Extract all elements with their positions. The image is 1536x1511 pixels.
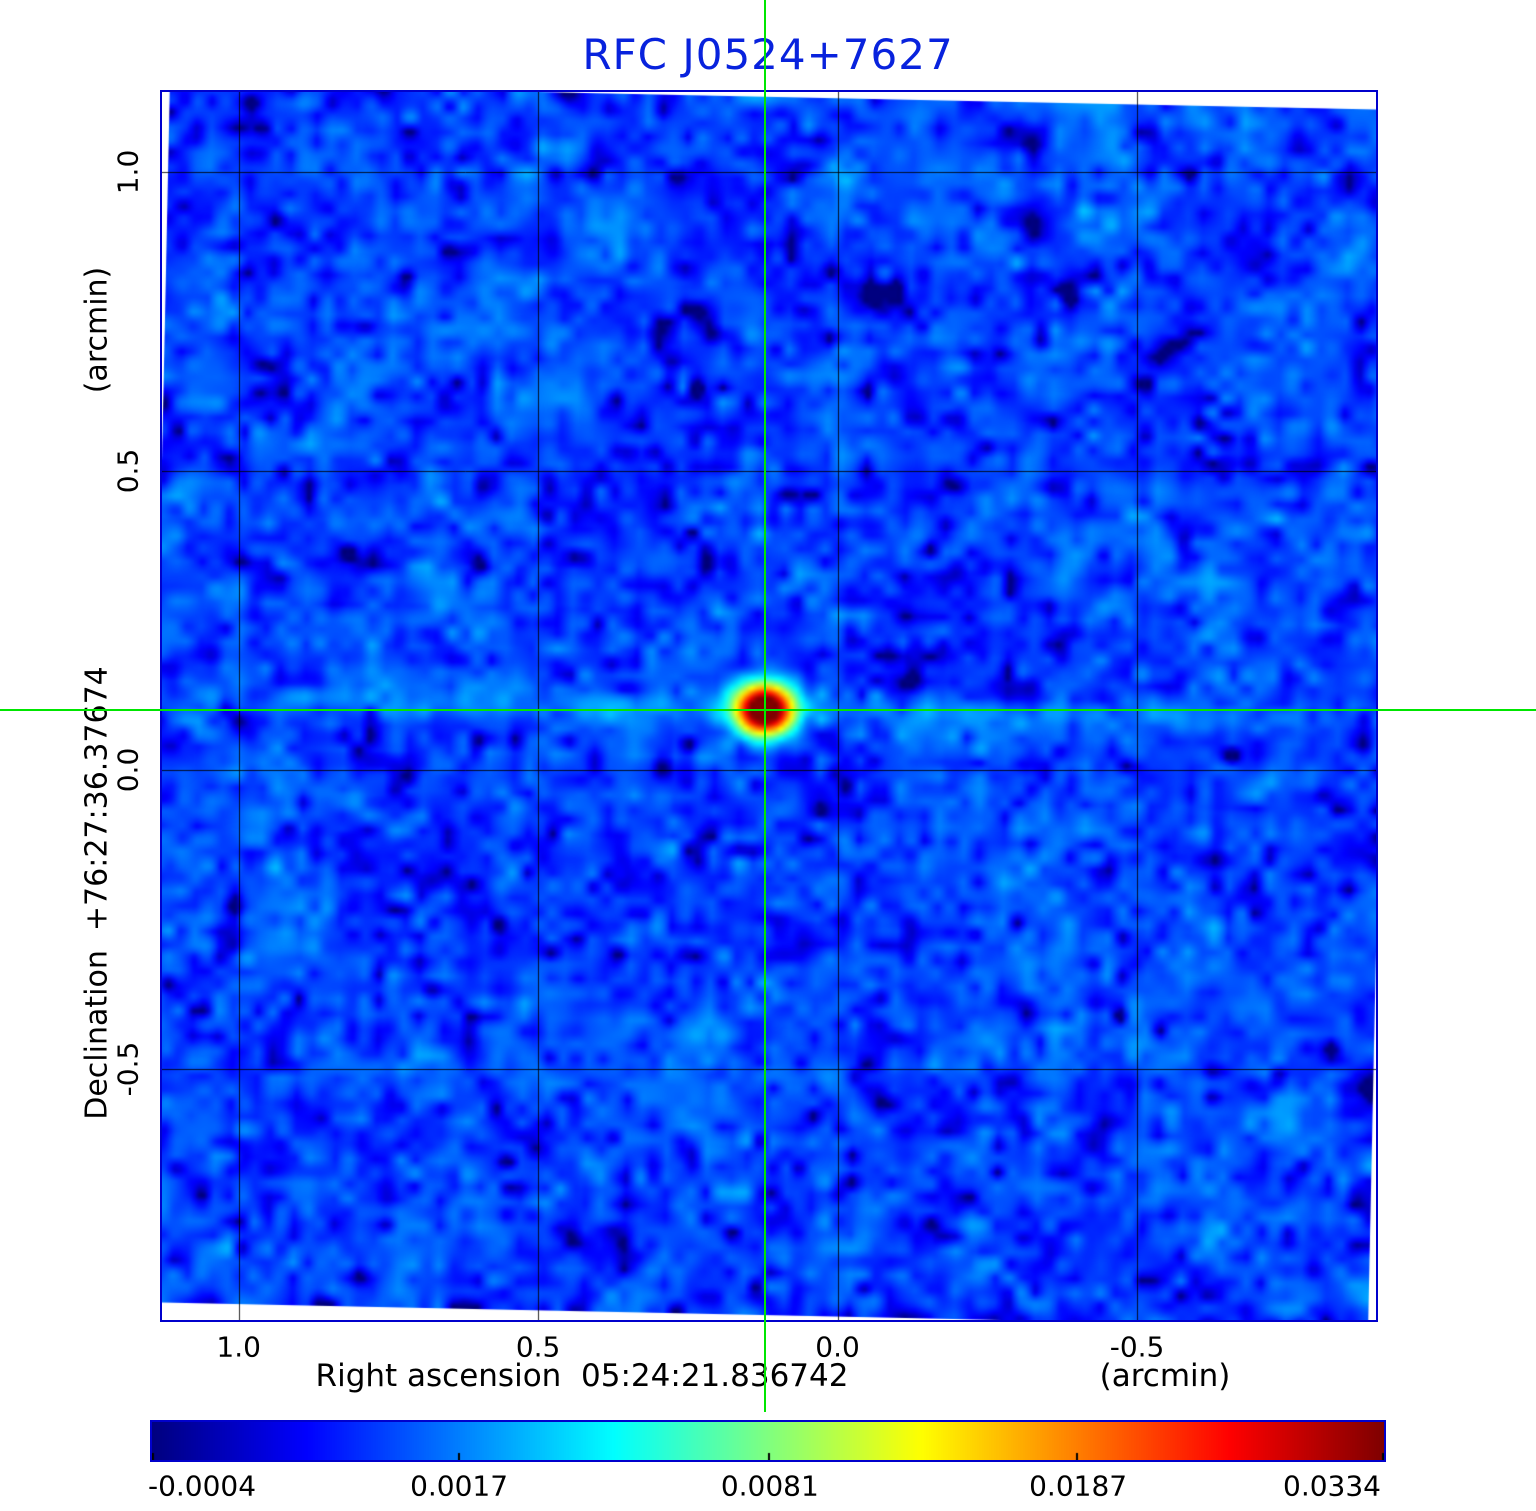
x-axis-name: Right ascension (315, 1358, 562, 1394)
sky-map-frame (160, 90, 1378, 1322)
colorbar-tick-label: -0.0004 (147, 1469, 257, 1503)
colorbar-tick-label: 0.0081 (720, 1469, 819, 1503)
x-tick-label: 0.5 (515, 1330, 561, 1364)
y-tick-label: 0.5 (111, 448, 145, 493)
colorbar-tick-label: 0.0017 (410, 1469, 509, 1503)
y-axis-name: Declination (79, 950, 115, 1120)
colorbar-canvas (152, 1422, 1384, 1460)
x-axis-value: 05:24:21.836742 (581, 1358, 849, 1394)
x-tick-label: 1.0 (216, 1330, 261, 1364)
crosshair-vertical-line (763, 0, 766, 1412)
x-tick-label: 0.0 (815, 1330, 860, 1364)
colorbar-frame (150, 1420, 1386, 1462)
y-axis-value: +76:27:36.37674 (79, 666, 115, 932)
colorbar-tick-label: 0.0334 (1283, 1469, 1381, 1503)
x-tick-label: -0.5 (1109, 1330, 1165, 1364)
y-axis-unit-label: (arcmin) (79, 266, 115, 394)
x-axis-unit-label: (arcmin) (1099, 1358, 1231, 1394)
crosshair-horizontal-line (0, 708, 1536, 711)
sky-map-canvas (162, 92, 1376, 1320)
x-axis-label: Right ascension 05:24:21.836742 (316, 1358, 849, 1394)
y-axis-label: Declination +76:27:36.37674 (80, 666, 115, 1120)
y-tick-label: 0.0 (111, 747, 145, 792)
y-tick-label: -0.5 (111, 1041, 145, 1097)
colorbar-tick-label: 0.0187 (1029, 1469, 1128, 1503)
plot-title: RFC J0524+7627 (582, 30, 954, 79)
y-tick-label: 1.0 (111, 149, 145, 194)
